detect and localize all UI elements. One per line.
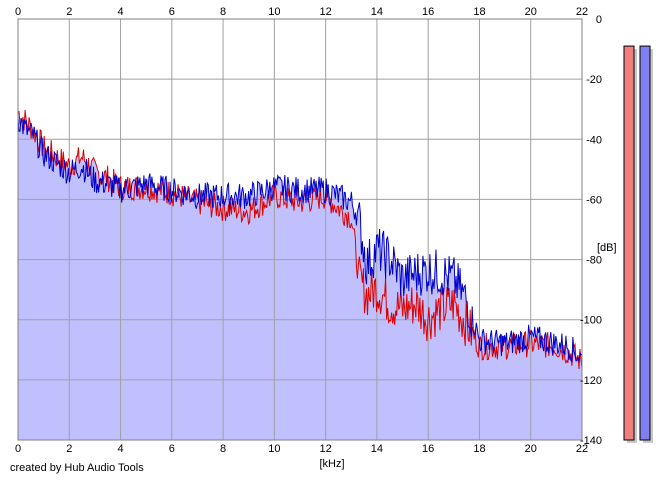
x-tick-label-bottom: 20 (525, 443, 537, 455)
x-tick-label-top: 18 (473, 6, 485, 18)
y-tick-label: -80 (586, 255, 602, 267)
y-tick-label: -120 (580, 375, 602, 387)
y-tick-label: -40 (586, 134, 602, 146)
x-tick-label-top: 20 (525, 6, 537, 18)
credit-text: created by Hub Audio Tools (10, 462, 144, 474)
x-tick-label-top: 6 (169, 6, 175, 18)
y-tick-label: -20 (586, 74, 602, 86)
x-tick-label-bottom: 10 (268, 443, 280, 455)
x-tick-label-top: 22 (576, 6, 588, 18)
x-tick-label-bottom: 6 (169, 443, 175, 455)
level-meter-bar (639, 45, 651, 441)
y-tick-label: -140 (580, 435, 602, 447)
y-axis-label: [dB] (597, 242, 617, 254)
x-tick-label-top: 8 (220, 6, 226, 18)
x-tick-label-bottom: 2 (66, 443, 72, 455)
plot-frame (17, 18, 583, 441)
x-tick-label-top: 4 (117, 6, 123, 18)
series-right-line (17, 117, 583, 363)
y-tick-label: -60 (586, 194, 602, 206)
x-tick-label-bottom: 16 (422, 443, 434, 455)
x-tick-label-top: 10 (268, 6, 280, 18)
x-tick-label-bottom: 14 (371, 443, 383, 455)
x-tick-label-bottom: 0 (15, 443, 21, 455)
x-tick-label-top: 0 (15, 6, 21, 18)
level-meters (623, 45, 653, 444)
x-tick-label-top: 14 (371, 6, 383, 18)
x-tick-label-bottom: 4 (117, 443, 123, 455)
x-tick-label-bottom: 8 (220, 443, 226, 455)
axis-tick-labels: 002244668810101212141416161818202022220-… (15, 6, 602, 455)
y-tick-label: 0 (596, 14, 602, 26)
x-tick-label-top: 12 (320, 6, 332, 18)
x-tick-label-bottom: 22 (576, 443, 588, 455)
x-tick-label-top: 16 (422, 6, 434, 18)
spectrum-area-fill (18, 109, 582, 441)
x-tick-label-top: 2 (66, 6, 72, 18)
level-meter-bar (623, 45, 635, 441)
y-tick-label: -100 (580, 315, 602, 327)
x-axis-label: [kHz] (319, 458, 344, 470)
x-tick-label-bottom: 12 (320, 443, 332, 455)
x-tick-label-bottom: 18 (473, 443, 485, 455)
